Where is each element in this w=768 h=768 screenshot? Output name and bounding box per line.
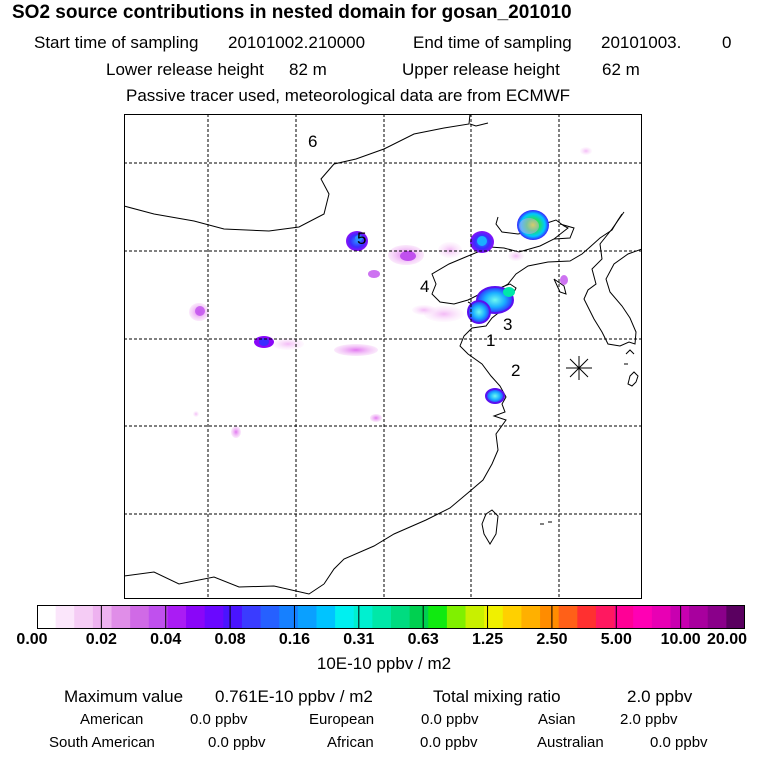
colorbar-units: 10E-10 ppbv / m2 [316,654,452,673]
source-value-australian: 0.0 ppbv [650,734,708,751]
colorbar-swatch [167,605,187,629]
source-name-south-american: South American [49,734,155,751]
colorbar-swatch [595,605,616,629]
colorbar-swatch [279,605,299,629]
colorbar-swatch [37,605,57,629]
lower-height-label: Lower release height [106,60,264,79]
colorbar-swatch [651,605,672,629]
map-title: SO2 source contributions in nested domai… [12,2,572,23]
source-name-african: African [327,734,374,751]
asterisk-icon [566,356,592,380]
colorbar-swatch [391,605,411,629]
colorbar-border [37,605,745,629]
colorbar-swatch [111,605,131,629]
colorbar-swatch [502,605,523,629]
total-mixing-label: Total mixing ratio [433,687,561,706]
colorbar-swatch [446,605,467,629]
colorbar-swatch [521,605,541,629]
colorbar-tick-label: 5.00 [600,631,632,648]
end-time-value: 20101003. [601,33,682,52]
colorbar-swatch [428,605,448,629]
source-name-australian: Australian [537,734,604,751]
upper-height-label: Upper release height [402,60,560,79]
colorbar-swatch [372,605,392,629]
source-name-american: American [80,711,144,728]
colorbar-tick-label: 0.00 [16,631,48,648]
colorbar-swatch [726,605,745,629]
colorbar-tick-label: 10.00 [660,631,701,648]
colorbar-swatch [409,605,429,629]
max-value: 0.761E-10 ppbv / m2 [215,687,373,706]
region-label-4: 4 [420,277,429,296]
map-panel: 1 2 3 4 5 6 [124,114,642,599]
region-label-3: 3 [503,315,512,334]
colorbar-swatch [633,605,653,629]
colorbar-tick-label: 0.16 [278,631,311,648]
colorbar-tick-label: 0.31 [343,631,375,648]
colorbar-swatch [353,605,373,629]
colorbar-swatch [558,605,578,629]
source-name-asian: Asian [538,711,576,728]
colorbar-tick-label: 1.25 [471,631,504,648]
colorbar [37,605,745,629]
colorbar-swatch [465,605,485,629]
colorbar-swatch [204,605,224,629]
region-label-1: 1 [486,331,495,350]
colorbar-swatch [689,605,709,629]
source-value-african: 0.0 ppbv [420,734,478,751]
colorbar-swatch [614,605,634,629]
lower-height-value: 82 m [289,60,327,79]
start-time-label: Start time of sampling [34,33,199,52]
map-grid [124,114,642,599]
colorbar-tick-label: 0.04 [150,631,182,648]
colorbar-swatch [707,605,727,629]
region-label-2: 2 [511,361,520,380]
source-value-european: 0.0 ppbv [421,711,479,728]
colorbar-swatch [484,605,504,629]
colorbar-swatch [335,605,355,629]
colorbar-swatch [130,605,150,629]
colorbar-swatch [148,605,169,629]
colorbar-tick-label: 20.00 [706,631,748,648]
colorbar-tick-label: 2.50 [536,631,568,648]
end-time-value-suffix: 0 [722,33,732,52]
source-value-asian: 2.0 ppbv [620,711,678,728]
colorbar-swatch [186,605,206,629]
colorbar-swatch [92,605,113,629]
colorbar-tick-label: 0.63 [407,631,439,648]
upper-height-value: 62 m [602,60,640,79]
colorbar-swatch [297,605,318,629]
source-name-european: European [309,711,375,728]
max-value-label: Maximum value [64,687,184,706]
region-label-6: 6 [308,132,317,151]
colorbar-swatch [670,605,690,629]
colorbar-swatch [241,605,262,629]
source-value-south-american: 0.0 ppbv [208,734,266,751]
colorbar-swatch [577,605,597,629]
colorbar-swatch [540,605,560,629]
colorbar-swatch [316,605,336,629]
region-label-5: 5 [357,229,366,248]
start-time-value: 20101002.210000 [228,33,366,52]
colorbar-tick-label: 0.02 [85,631,117,648]
end-time-label: End time of sampling [413,33,572,52]
colorbar-tick-label: 0.08 [214,631,246,648]
tracer-note: Passive tracer used, meteorological data… [126,86,571,105]
total-mixing-value: 2.0 ppbv [627,687,693,706]
colorbar-swatch [74,605,94,629]
colorbar-swatch [260,605,280,629]
colorbar-swatch [223,605,243,629]
source-value-american: 0.0 ppbv [190,711,248,728]
colorbar-swatch [55,605,75,629]
